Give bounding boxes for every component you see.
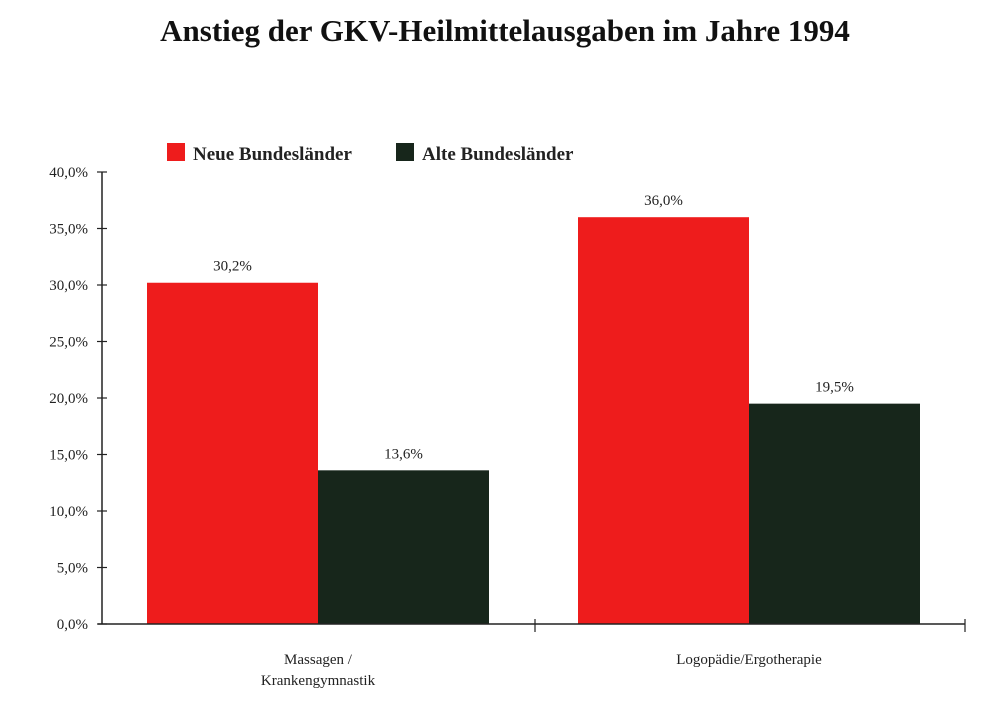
data-label: 30,2% <box>213 259 252 275</box>
data-label: 36,0% <box>644 193 683 209</box>
legend-label-alte: Alte Bundesländer <box>422 144 574 165</box>
bar-neue-0 <box>147 282 318 624</box>
data-label: 13,6% <box>384 446 423 462</box>
legend-swatch-alte <box>396 143 414 161</box>
legend: Neue Bundesländer Alte Bundesländer <box>167 143 574 165</box>
legend-swatch-neue <box>167 143 185 161</box>
bar-alte-0 <box>318 470 489 624</box>
y-tick-label: 15,0% <box>49 448 88 464</box>
data-label: 19,5% <box>815 380 854 396</box>
legend-label-neue: Neue Bundesländer <box>193 144 352 165</box>
category-label: Krankengymnastik <box>261 673 376 689</box>
bar-neue-1 <box>578 217 749 624</box>
bar-alte-1 <box>749 403 920 624</box>
y-tick-label: 5,0% <box>57 561 88 577</box>
y-tick-label: 35,0% <box>49 222 88 238</box>
y-tick-label: 30,0% <box>49 278 88 294</box>
y-tick-label: 25,0% <box>49 335 88 351</box>
y-tick-label: 40,0% <box>49 165 88 181</box>
chart-title: Anstieg der GKV-Heilmittelausgaben im Ja… <box>160 13 850 48</box>
y-tick-label: 0,0% <box>57 617 88 633</box>
y-tick-label: 20,0% <box>49 391 88 407</box>
category-label: Logopädie/Ergotherapie <box>676 652 822 668</box>
y-tick-label: 10,0% <box>49 504 88 520</box>
category-label: Massagen / <box>284 652 353 668</box>
